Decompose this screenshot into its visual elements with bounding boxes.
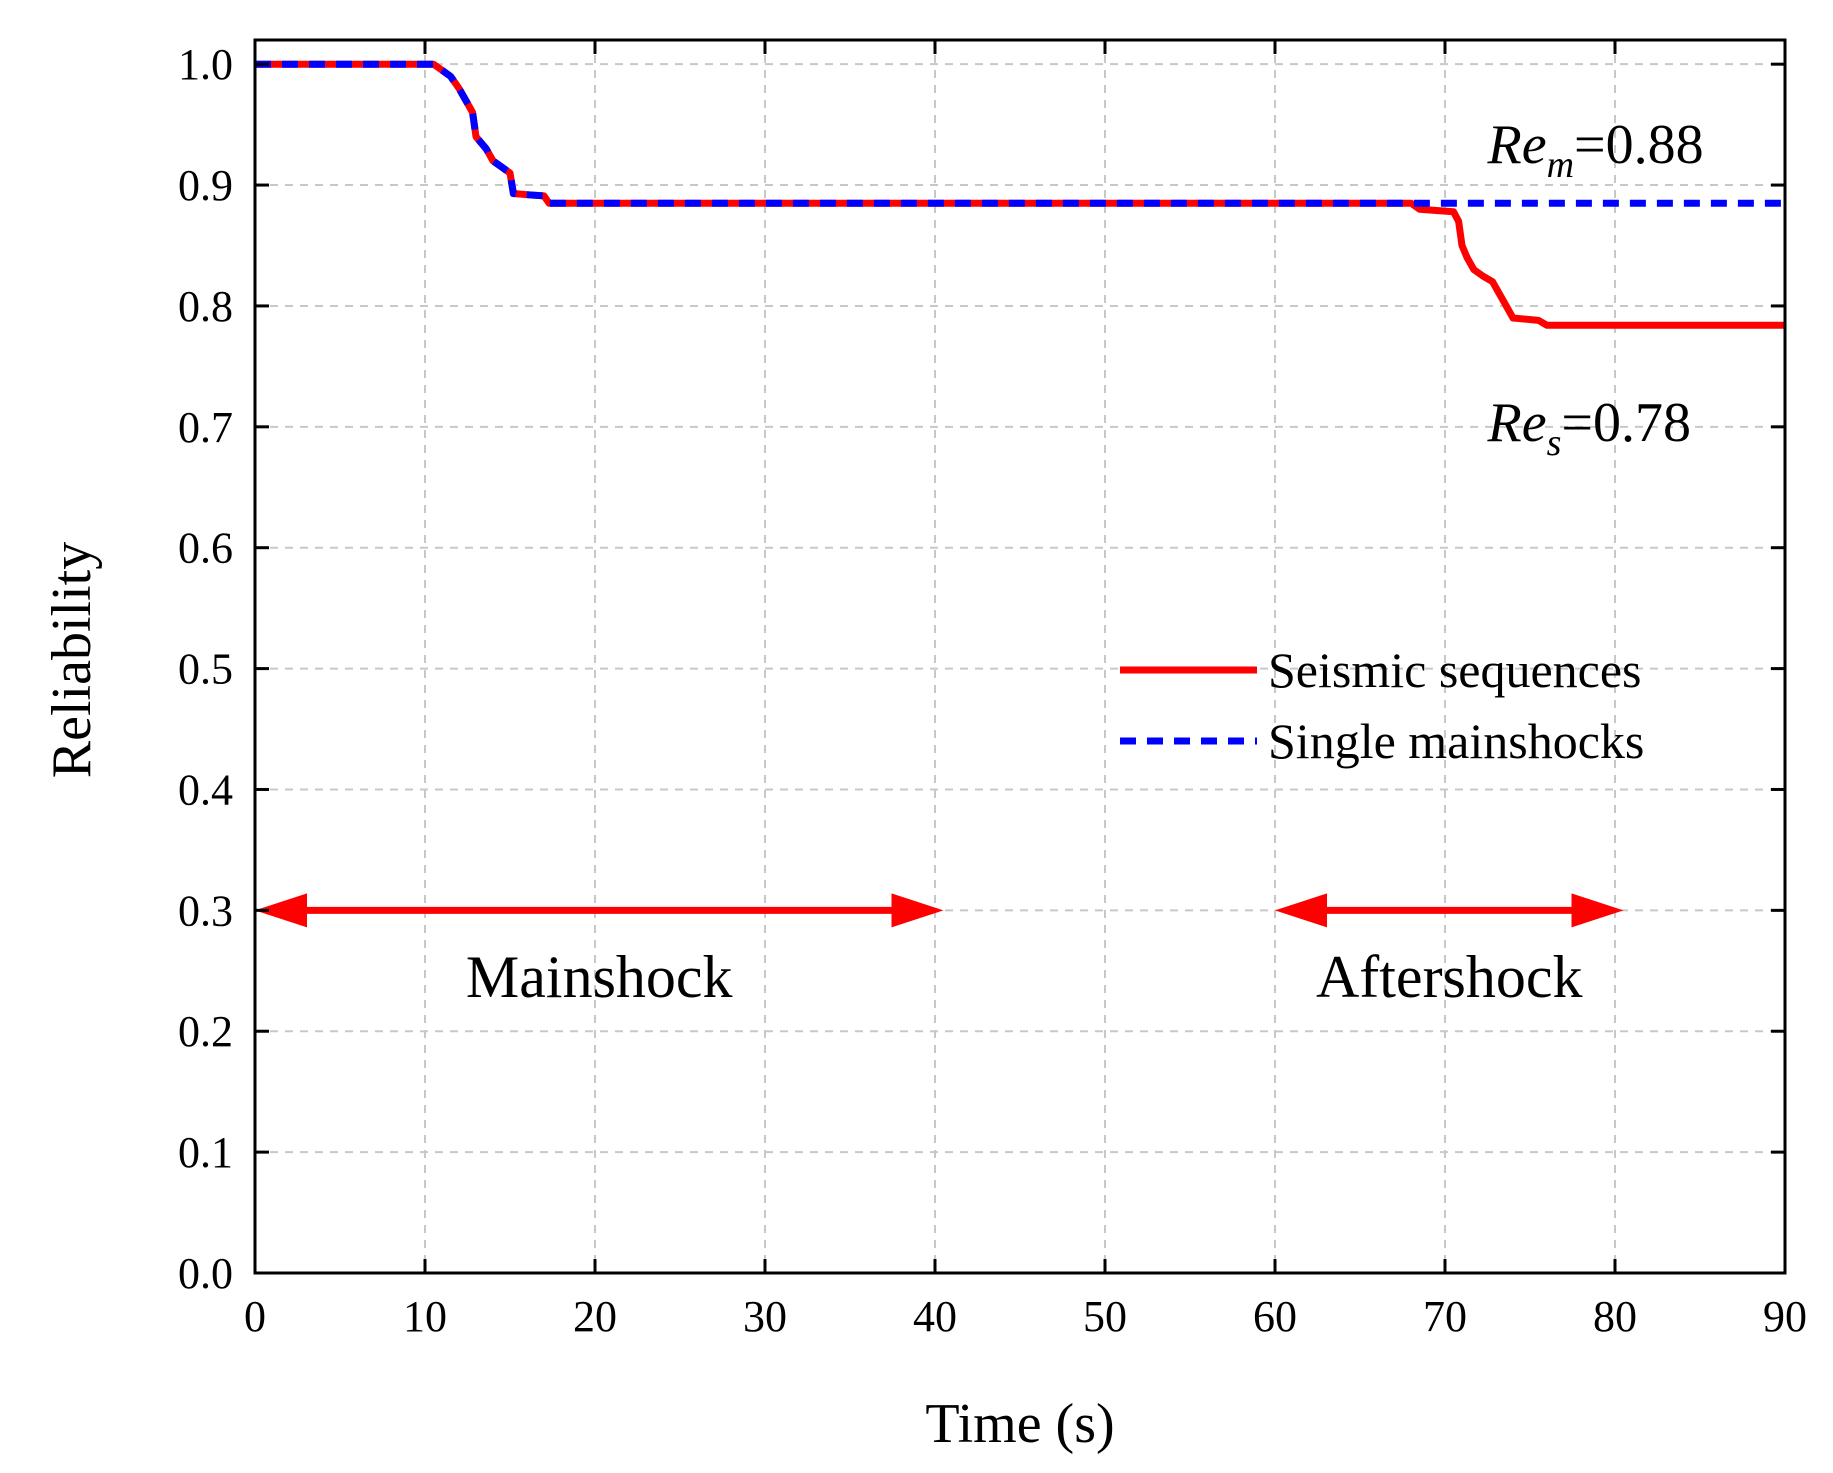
y-tick-label: 0.8: [178, 282, 233, 331]
x-tick-label: 70: [1423, 1292, 1467, 1341]
series-line-single-mainshocks: [255, 60, 1785, 207]
y-tick-label: 0.9: [178, 161, 233, 210]
y-tick-label: 0.5: [178, 645, 233, 694]
annotation-re-m: Rem=0.88: [1487, 114, 1704, 186]
plot-frame: [253, 38, 1787, 1275]
x-tick-label: 80: [1593, 1292, 1637, 1341]
annotations: Rem=0.88 Res=0.78: [1487, 114, 1704, 464]
y-tick-label: 0.2: [178, 1007, 233, 1056]
y-axis-title: Reliability: [41, 542, 103, 778]
y-tick-label: 0.3: [178, 886, 233, 935]
axis-ticks: 0 10 20 30 40 50 60 70 80 90 0.0 0.1 0.2 0.3 0.4 0.5 0.6…: [178, 40, 1807, 1341]
series-line-seismic-sequences: [255, 60, 1785, 329]
mainshock-arrow-head-left: [255, 893, 307, 928]
x-tick-label: 10: [403, 1292, 447, 1341]
x-tick-label: 0: [244, 1292, 266, 1341]
y-tick-label: 1.0: [178, 40, 233, 89]
aftershock-label: Aftershock: [1316, 944, 1583, 1010]
x-tick-label: 20: [573, 1292, 617, 1341]
annotation-re-s: Res=0.78: [1487, 392, 1691, 464]
x-tick-label: 60: [1253, 1292, 1297, 1341]
aftershock-arrow-head-right: [1571, 893, 1624, 928]
x-axis-title: Time (s): [925, 1393, 1114, 1455]
y-tick-label: 0.4: [178, 765, 233, 814]
legend-label-seismic-sequences: Seismic sequences: [1268, 642, 1642, 698]
x-tick-label: 40: [913, 1292, 957, 1341]
y-tick-label: 0.1: [178, 1128, 233, 1177]
y-tick-label: 0.0: [178, 1249, 233, 1298]
aftershock-arrow-head-left: [1275, 893, 1327, 928]
legend: Seismic sequences Single mainshocks: [1120, 642, 1644, 769]
mainshock-arrow-head-right: [891, 893, 944, 928]
x-tick-label: 50: [1083, 1292, 1127, 1341]
series-lines: [255, 60, 1785, 329]
mainshock-label: Mainshock: [466, 944, 733, 1010]
x-tick-label: 30: [743, 1292, 787, 1341]
legend-label-single-mainshocks: Single mainshocks: [1268, 713, 1644, 769]
x-tick-label: 90: [1763, 1292, 1807, 1341]
y-tick-label: 0.7: [178, 403, 233, 452]
phase-arrows: Mainshock Aftershock: [255, 893, 1624, 1010]
y-tick-label: 0.6: [178, 524, 233, 573]
